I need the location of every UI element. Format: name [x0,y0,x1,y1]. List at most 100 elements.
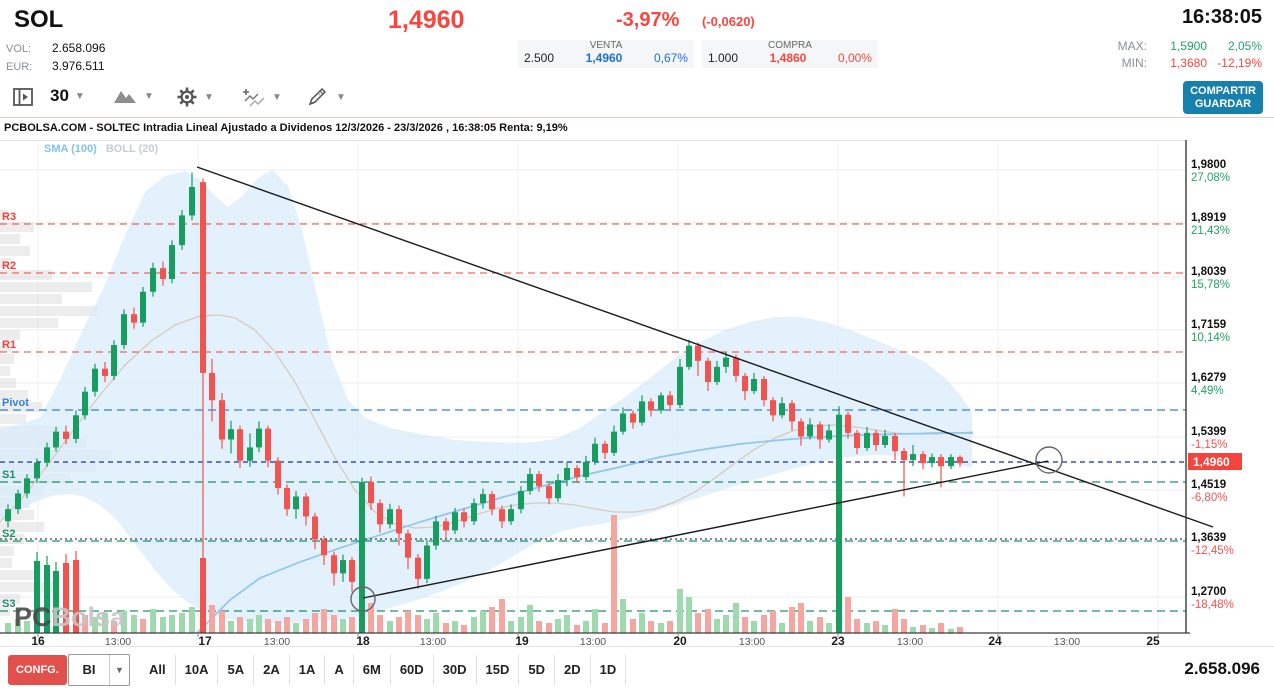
range-1d[interactable]: 1D [589,655,627,685]
save-label: GUARDAR [1194,97,1252,110]
bollinger-band [0,170,972,623]
interval-select-value: BI [82,662,96,677]
venta-header: VENTA [589,40,623,51]
session-time: 16:38:05 [1181,6,1262,28]
range-all[interactable]: All [140,655,175,685]
chevron-down-icon: ▼ [272,91,282,103]
gear-icon [176,86,198,108]
candlesticks [5,172,963,599]
pivot-level-lines [0,223,1186,612]
share-save-button[interactable]: COMPARTIR GUARDAR [1183,81,1263,114]
svg-text:S3: S3 [2,598,15,610]
svg-text:-12,45%: -12,45% [1191,545,1234,557]
venta-pct: 0,67% [653,51,688,65]
indicators-dropdown[interactable]: ▼ [242,86,282,108]
max-min-block: MAX: 1,5900 2,05% MIN: 1,3680 -12,19% [1118,38,1262,72]
footer-bar: CONFG. BI ▼ All 10A 5A 2A 1A A 6M 60D 30… [0,646,1274,693]
interval-dropdown[interactable]: 30 ▼ [50,86,85,106]
chevron-down-icon: ▼ [109,655,129,685]
svg-text:4,49%: 4,49% [1191,385,1224,397]
chart-title: PCBOLSA.COM - SOLTEC Intradia Lineal Aju… [4,122,568,134]
last-price: 1,4960 [388,6,465,34]
svg-text:21,43%: 21,43% [1191,225,1230,237]
svg-text:13:00: 13:00 [739,636,765,646]
svg-text:1,8039: 1,8039 [1191,266,1226,278]
svg-text:17: 17 [198,634,212,646]
svg-text:18: 18 [356,634,370,646]
panel-icon [12,86,34,108]
svg-text:1,3639: 1,3639 [1191,532,1226,544]
time-axis[interactable]: 16 13:00 17 13:00 18 13:00 19 13:00 20 13:00 23 13:… [31,634,1160,646]
min-pct: -12,19% [1217,56,1262,70]
trend-lines[interactable] [196,166,1214,599]
header: SOL 1,4960 -3,97% (-0,0620) 16:38:05 VOL… [0,0,1274,78]
eur-value: 3.976.511 [52,59,105,73]
volume-block: VOL: 2.658.096 EUR: 3.976.511 [6,40,105,76]
compra-price: 1,4860 [769,51,807,65]
svg-text:16: 16 [31,634,45,646]
order-book-venta: VENTA 2.500 1,4960 0,67% [518,40,694,68]
settings-dropdown[interactable]: ▼ [176,86,214,108]
range-a[interactable]: A [324,655,353,685]
svg-text:-6,80%: -6,80% [1191,492,1227,504]
svg-text:Pivot: Pivot [2,397,29,409]
svg-text:R3: R3 [2,211,16,223]
range-5a[interactable]: 5A [217,655,254,685]
draw-tools-dropdown[interactable]: ▼ [306,86,346,108]
svg-text:1,5399: 1,5399 [1191,426,1226,438]
svg-text:R2: R2 [2,260,16,272]
svg-text:1,4960: 1,4960 [1193,455,1230,469]
svg-text:27,08%: 27,08% [1191,172,1230,184]
range-buttons: All 10A 5A 2A 1A A 6M 60D 30D 15D 5D 2D … [140,655,627,685]
svg-text:PCBolsa: PCBolsa [14,602,126,632]
share-label: COMPARTIR [1190,84,1256,97]
max-value: 1,5900 [1170,39,1207,53]
min-label: MIN: [1121,56,1147,70]
panel-toggle-button[interactable] [12,86,34,108]
svg-text:13:00: 13:00 [580,636,606,646]
svg-text:1,8919: 1,8919 [1191,212,1226,224]
svg-text:S1: S1 [2,469,15,481]
range-2d[interactable]: 2D [554,655,590,685]
order-book-compra: COMPRA 1.000 1,4860 0,00% [702,40,878,68]
change-percent: -3,97% [616,9,680,31]
range-2a[interactable]: 2A [253,655,289,685]
pencil-icon [306,86,330,108]
range-1a[interactable]: 1A [288,655,325,685]
interval-select[interactable]: BI ▼ [68,654,130,686]
compra-pct: 0,00% [837,51,872,65]
chart-legend: SMA (100) BOLL (20) [44,143,158,155]
range-5d[interactable]: 5D [518,655,555,685]
chevron-down-icon: ▼ [204,91,214,103]
range-15d[interactable]: 15D [475,655,519,685]
chevron-down-icon: ▼ [144,90,154,102]
vol-label: VOL: [6,43,32,55]
range-30d[interactable]: 30D [432,655,476,685]
svg-text:1,7159: 1,7159 [1191,319,1226,331]
svg-text:13:00: 13:00 [420,636,446,646]
pivot-level-labels: R3 R2 R1 Pivot S1 S2 S3 [2,211,29,610]
range-6m[interactable]: 6M [352,655,390,685]
svg-text:25: 25 [1146,634,1160,646]
watermark: PCBolsa [14,602,126,632]
add-indicator-icon [242,86,266,108]
max-label: MAX: [1117,39,1147,53]
annotation-circles[interactable] [350,446,1063,612]
interval-value: 30 [50,86,69,105]
range-10a[interactable]: 10A [174,655,218,685]
svg-text:1,4519: 1,4519 [1191,479,1226,491]
compra-header: COMPRA [768,40,812,51]
plot-frame [0,140,1274,646]
chart-toolbar: 30 ▼ ▼ ▼ [0,78,1274,118]
legend-boll: BOLL (20) [105,143,159,155]
svg-text:R1: R1 [2,339,16,351]
change-absolute: (-0,0620) [702,14,755,29]
svg-text:24: 24 [988,634,1002,646]
chart-area[interactable]: PCBOLSA.COM - SOLTEC Intradia Lineal Aju… [0,118,1274,646]
config-button[interactable]: CONFG. [8,655,67,685]
svg-text:10,14%: 10,14% [1191,332,1230,344]
chart-type-dropdown[interactable]: ▼ [112,86,154,106]
range-60d[interactable]: 60D [389,655,433,685]
